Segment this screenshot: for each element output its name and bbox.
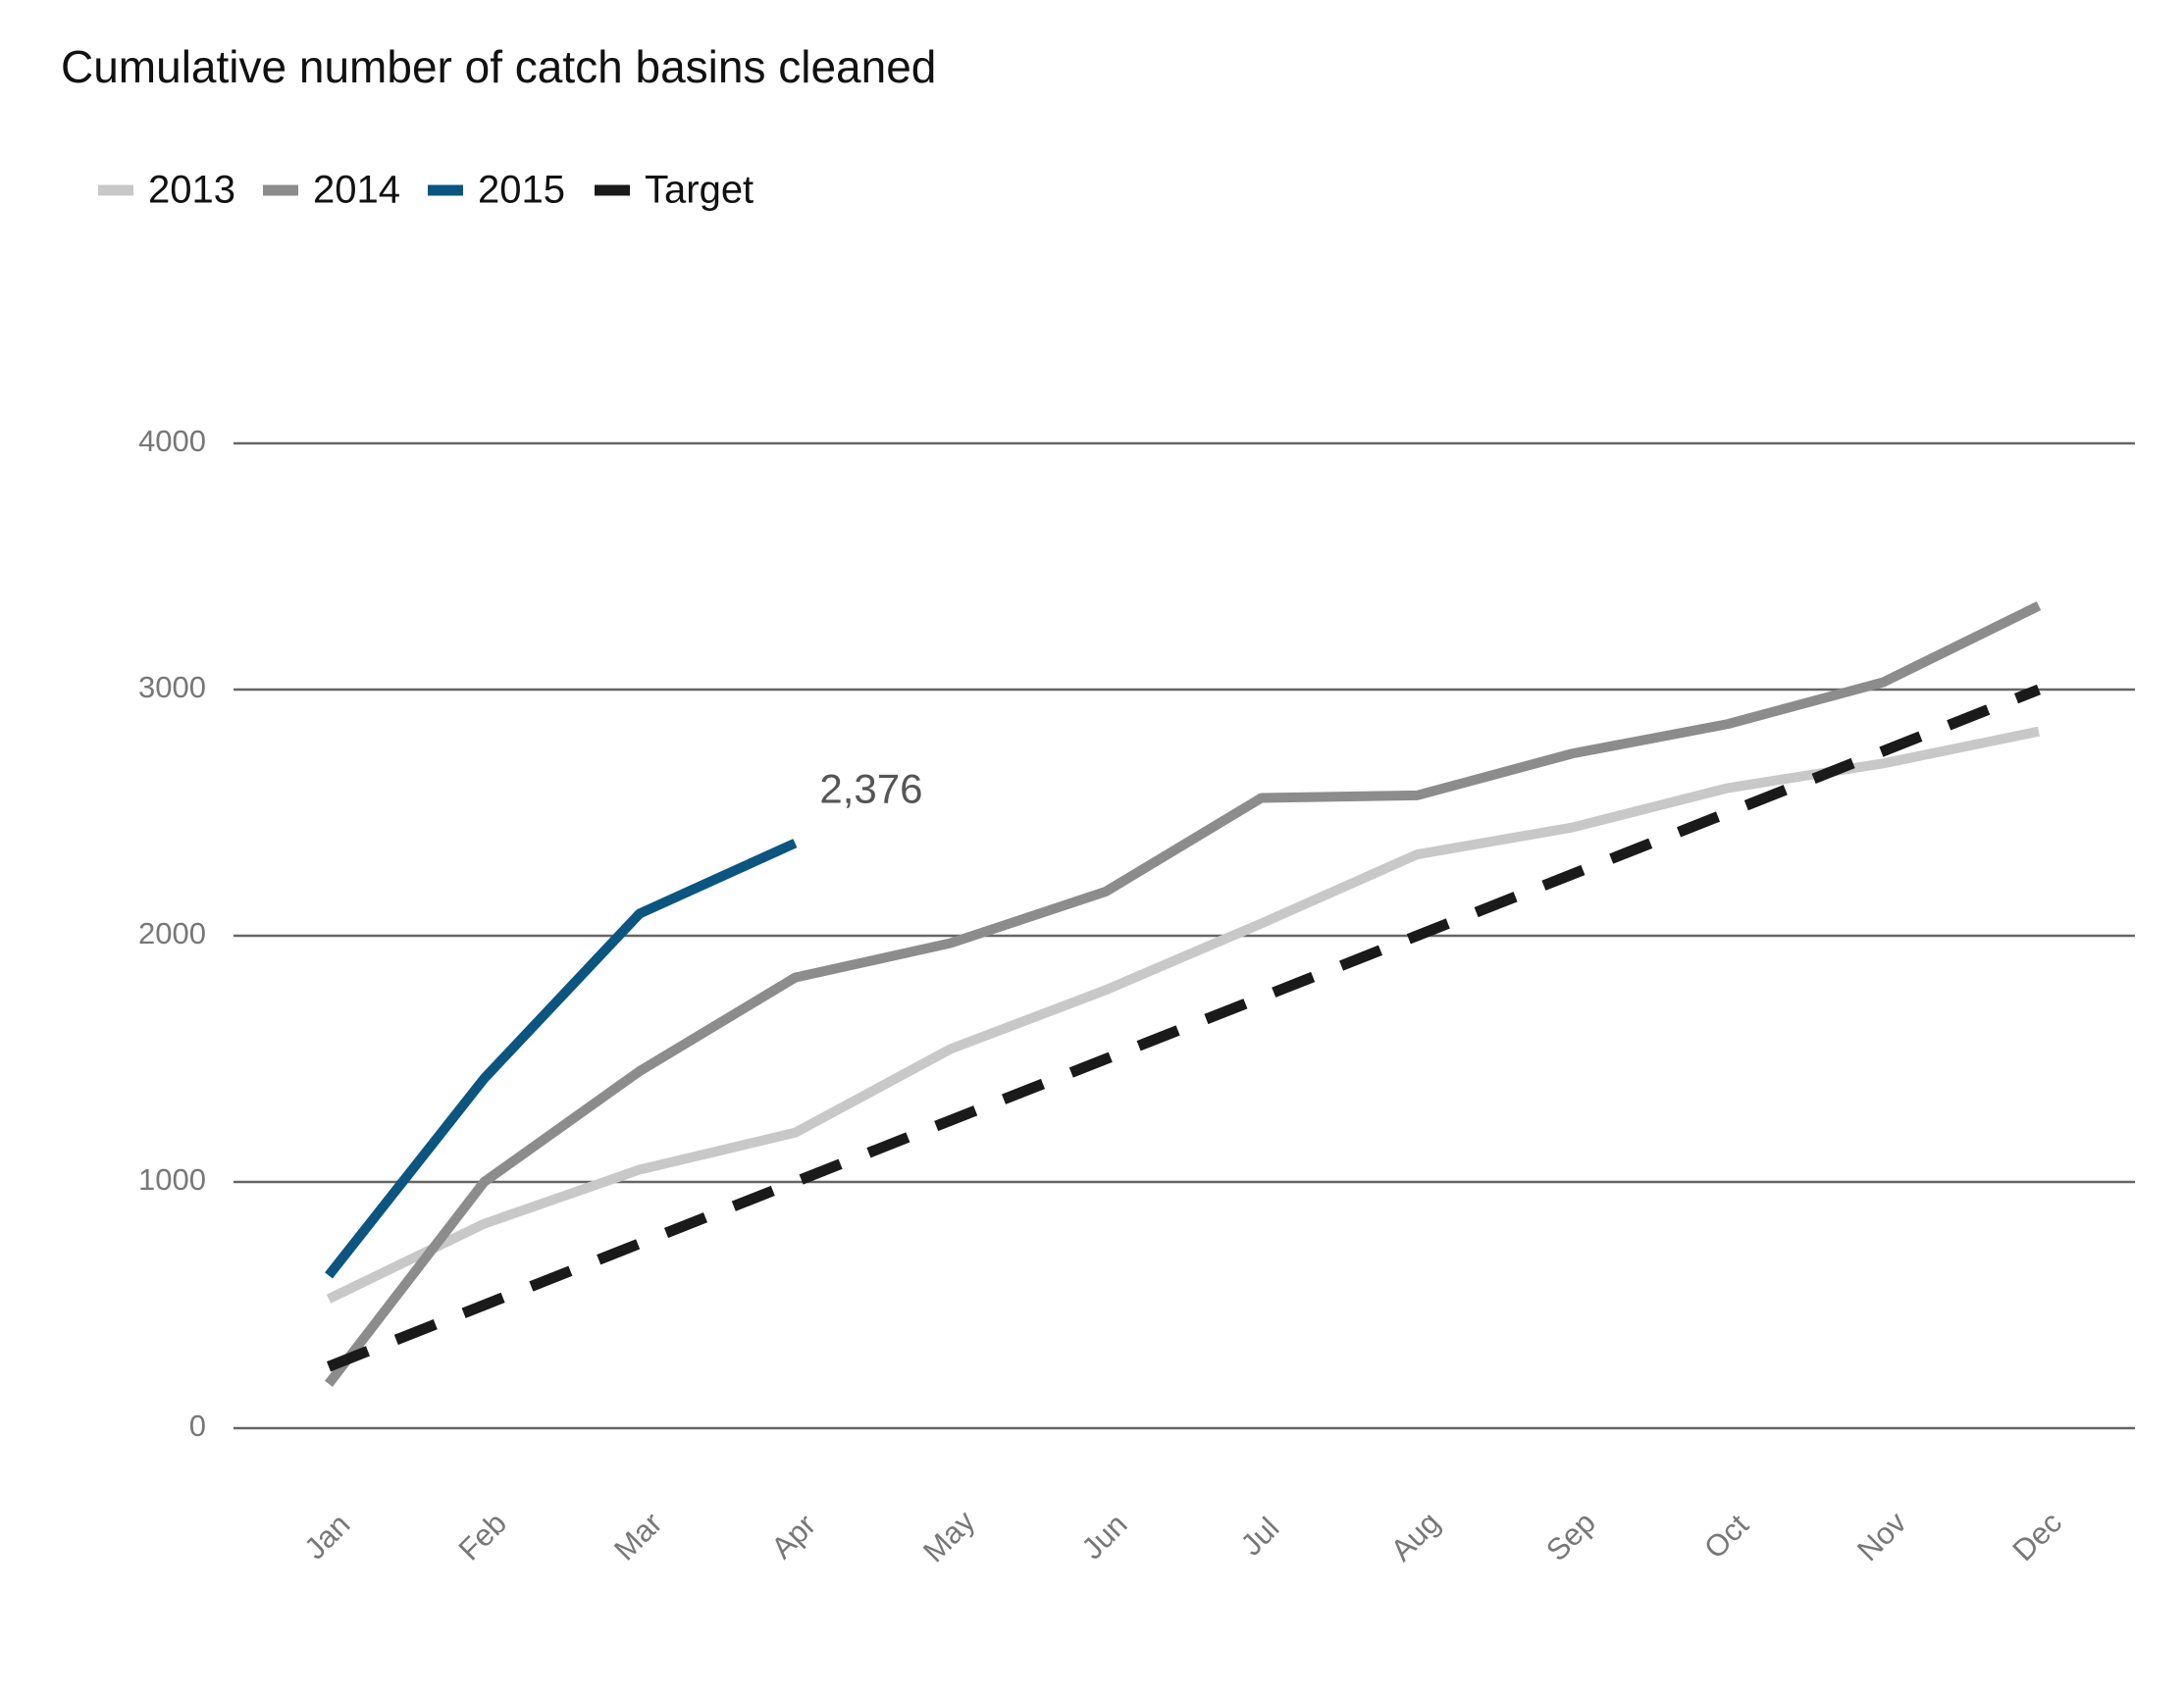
series-line	[325, 839, 798, 1279]
legend-label: Target	[645, 169, 754, 212]
y-tick-label: 0	[189, 1409, 206, 1443]
series-line	[326, 726, 2041, 1304]
legend-label: 2013	[148, 169, 235, 212]
y-tick-label: 3000	[138, 670, 206, 704]
data-label: 2,376	[819, 766, 922, 812]
series-line	[325, 601, 2042, 1387]
legend-label: 2015	[478, 169, 565, 212]
y-tick-label: 4000	[138, 424, 206, 458]
legend-label: 2014	[313, 169, 400, 212]
y-tick-label: 2000	[138, 916, 206, 950]
y-tick-label: 1000	[138, 1162, 206, 1197]
series-line	[326, 684, 2042, 1372]
chart-title: Cumulative number of catch basins cleane…	[61, 41, 936, 92]
